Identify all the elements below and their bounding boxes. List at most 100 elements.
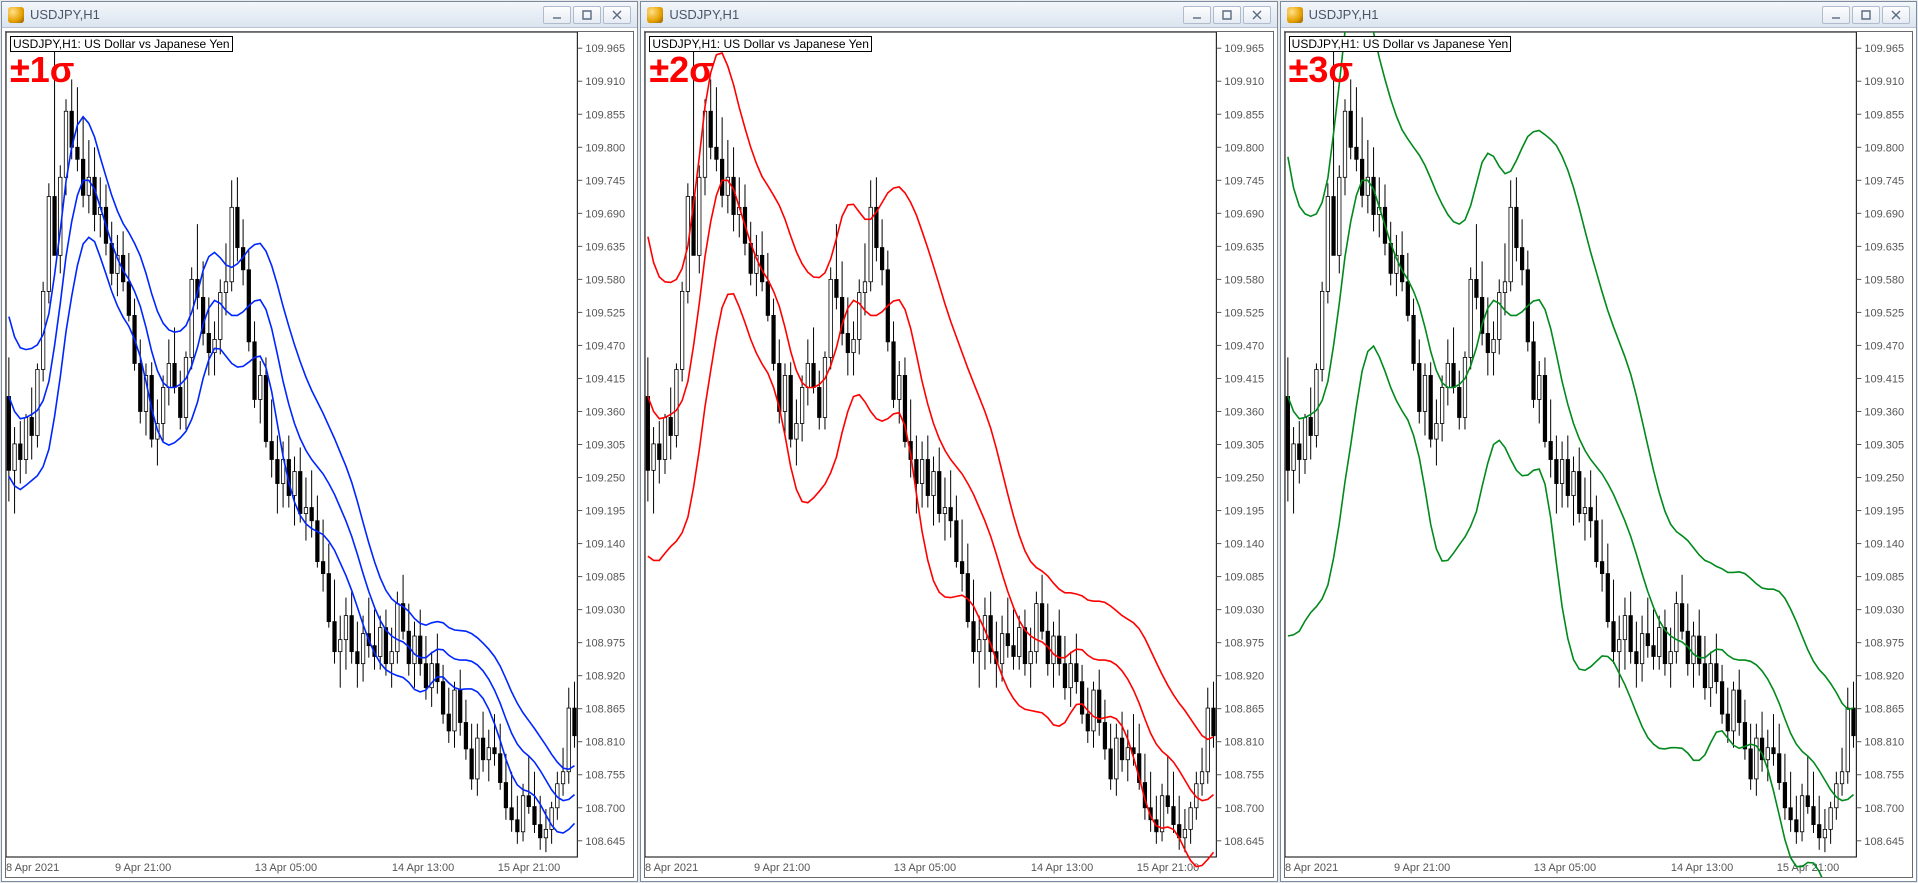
svg-text:109.415: 109.415 — [585, 373, 625, 385]
svg-text:109.910: 109.910 — [1225, 76, 1265, 88]
svg-text:109.305: 109.305 — [1864, 440, 1904, 452]
svg-text:109.910: 109.910 — [1864, 76, 1904, 88]
window-buttons — [1822, 6, 1910, 24]
svg-text:109.470: 109.470 — [1225, 340, 1265, 352]
app-root: USDJPY,H1 108.645 108.700 108.755 108.810 108… — [0, 0, 1918, 883]
svg-text:109.360: 109.360 — [585, 406, 625, 418]
svg-text:109.525: 109.525 — [1864, 307, 1904, 319]
svg-text:109.690: 109.690 — [585, 208, 625, 220]
svg-text:109.250: 109.250 — [585, 473, 625, 485]
svg-text:109.745: 109.745 — [585, 175, 625, 187]
svg-text:109.965: 109.965 — [1225, 43, 1265, 55]
app-icon — [8, 7, 24, 23]
svg-text:108.975: 108.975 — [1225, 638, 1265, 650]
maximize-button[interactable] — [573, 6, 601, 24]
svg-text:109.690: 109.690 — [1864, 208, 1904, 220]
svg-text:109.525: 109.525 — [585, 307, 625, 319]
svg-text:9 Apr 21:00: 9 Apr 21:00 — [754, 862, 810, 874]
titlebar[interactable]: USDJPY,H1 — [2, 2, 637, 28]
minimize-button[interactable] — [1183, 6, 1211, 24]
svg-text:109.855: 109.855 — [1864, 109, 1904, 121]
titlebar[interactable]: USDJPY,H1 — [641, 2, 1276, 28]
svg-text:14 Apr 13:00: 14 Apr 13:00 — [1671, 862, 1733, 874]
svg-text:109.525: 109.525 — [1225, 307, 1265, 319]
svg-text:108.700: 108.700 — [585, 803, 625, 815]
svg-text:109.195: 109.195 — [1864, 506, 1904, 518]
chart-panel-3: USDJPY,H1108.645108.700108.755108.810108… — [1280, 1, 1917, 882]
svg-text:109.030: 109.030 — [585, 605, 625, 617]
close-button[interactable] — [603, 6, 631, 24]
svg-text:108.975: 108.975 — [1864, 638, 1904, 650]
svg-text:14 Apr 13:00: 14 Apr 13:00 — [392, 862, 454, 874]
svg-text:8 Apr 2021: 8 Apr 2021 — [1285, 862, 1338, 874]
svg-text:108.810: 108.810 — [1864, 737, 1904, 749]
svg-text:15 Apr 21:00: 15 Apr 21:00 — [1776, 862, 1838, 874]
svg-text:109.635: 109.635 — [585, 241, 625, 253]
svg-text:109.305: 109.305 — [1225, 440, 1265, 452]
window-buttons — [1183, 6, 1271, 24]
svg-text:109.855: 109.855 — [1225, 109, 1265, 121]
svg-text:109.635: 109.635 — [1225, 241, 1265, 253]
window-title: USDJPY,H1 — [1309, 7, 1816, 22]
svg-text:8 Apr 2021: 8 Apr 2021 — [645, 862, 698, 874]
chart-area[interactable]: 108.645108.700108.755108.810108.865108.9… — [5, 31, 634, 878]
svg-text:109.690: 109.690 — [1225, 208, 1265, 220]
svg-text:109.415: 109.415 — [1225, 373, 1265, 385]
svg-text:13 Apr 05:00: 13 Apr 05:00 — [255, 862, 317, 874]
svg-text:13 Apr 05:00: 13 Apr 05:00 — [1533, 862, 1595, 874]
svg-text:108.755: 108.755 — [1225, 770, 1265, 782]
chart-panel-1: USDJPY,H1108.645108.700108.755108.810108… — [1, 1, 638, 882]
svg-text:108.920: 108.920 — [1864, 671, 1904, 683]
svg-text:108.920: 108.920 — [1225, 671, 1265, 683]
svg-text:109.140: 109.140 — [1864, 539, 1904, 551]
svg-text:9 Apr 21:00: 9 Apr 21:00 — [1394, 862, 1450, 874]
svg-text:109.635: 109.635 — [1864, 241, 1904, 253]
svg-text:109.470: 109.470 — [585, 340, 625, 352]
svg-text:13 Apr 05:00: 13 Apr 05:00 — [894, 862, 956, 874]
maximize-button[interactable] — [1213, 6, 1241, 24]
svg-text:108.865: 108.865 — [1864, 704, 1904, 716]
svg-text:109.140: 109.140 — [1225, 539, 1265, 551]
svg-text:109.580: 109.580 — [1864, 274, 1904, 286]
svg-text:109.085: 109.085 — [1225, 572, 1265, 584]
svg-text:108.810: 108.810 — [585, 737, 625, 749]
app-icon — [647, 7, 663, 23]
window-buttons — [543, 6, 631, 24]
chart-area[interactable]: 108.645108.700108.755108.810108.865108.9… — [1284, 31, 1913, 878]
svg-text:108.865: 108.865 — [1225, 704, 1265, 716]
svg-text:108.810: 108.810 — [1225, 737, 1265, 749]
chart-area[interactable]: 108.645108.700108.755108.810108.865108.9… — [644, 31, 1273, 878]
svg-text:109.360: 109.360 — [1864, 406, 1904, 418]
svg-text:15 Apr 21:00: 15 Apr 21:00 — [1137, 862, 1199, 874]
svg-text:109.580: 109.580 — [1225, 274, 1265, 286]
svg-text:108.755: 108.755 — [585, 770, 625, 782]
minimize-button[interactable] — [1822, 6, 1850, 24]
svg-text:108.700: 108.700 — [1225, 803, 1265, 815]
svg-text:108.700: 108.700 — [1864, 803, 1904, 815]
svg-text:109.800: 109.800 — [585, 142, 625, 154]
svg-text:108.975: 108.975 — [585, 638, 625, 650]
svg-text:109.800: 109.800 — [1225, 142, 1265, 154]
close-button[interactable] — [1243, 6, 1271, 24]
svg-text:108.645: 108.645 — [1864, 836, 1904, 848]
titlebar[interactable]: USDJPY,H1 — [1281, 2, 1916, 28]
svg-text:109.195: 109.195 — [1225, 506, 1265, 518]
svg-text:14 Apr 13:00: 14 Apr 13:00 — [1031, 862, 1093, 874]
close-button[interactable] — [1882, 6, 1910, 24]
svg-text:109.415: 109.415 — [1864, 373, 1904, 385]
svg-text:109.030: 109.030 — [1864, 605, 1904, 617]
svg-text:109.195: 109.195 — [585, 506, 625, 518]
svg-text:109.250: 109.250 — [1225, 473, 1265, 485]
svg-text:109.965: 109.965 — [585, 43, 625, 55]
svg-text:109.855: 109.855 — [585, 109, 625, 121]
svg-text:109.800: 109.800 — [1864, 142, 1904, 154]
svg-text:109.910: 109.910 — [585, 76, 625, 88]
minimize-button[interactable] — [543, 6, 571, 24]
maximize-button[interactable] — [1852, 6, 1880, 24]
svg-text:109.030: 109.030 — [1225, 605, 1265, 617]
svg-text:15 Apr 21:00: 15 Apr 21:00 — [498, 862, 560, 874]
svg-text:109.580: 109.580 — [585, 274, 625, 286]
svg-text:109.085: 109.085 — [585, 572, 625, 584]
svg-text:9 Apr 21:00: 9 Apr 21:00 — [115, 862, 171, 874]
chart-panel-2: USDJPY,H1108.645108.700108.755108.810108… — [640, 1, 1277, 882]
